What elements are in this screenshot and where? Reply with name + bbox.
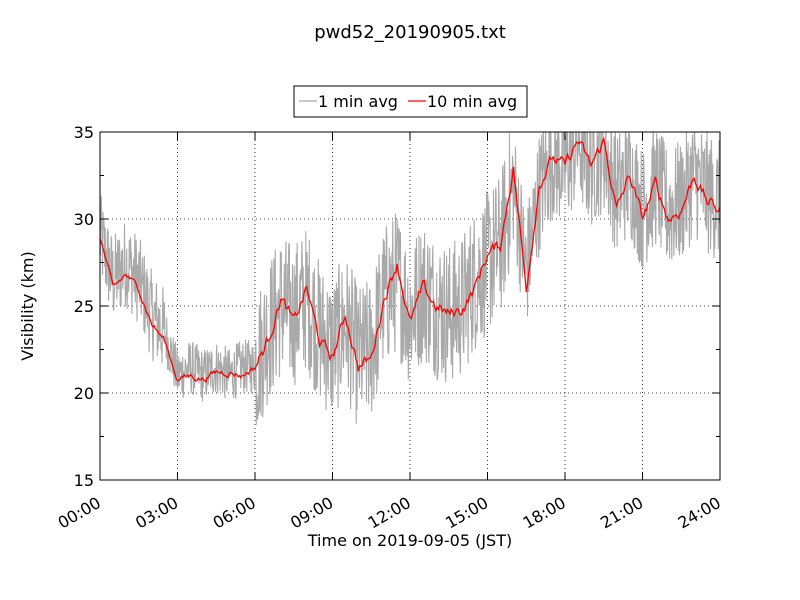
x-tick-label: 24:00 [675, 493, 724, 533]
y-tick-label: 30 [74, 210, 94, 229]
x-tick-label: 00:00 [55, 493, 104, 533]
x-tick-label: 21:00 [597, 493, 646, 533]
x-tick-label: 12:00 [365, 493, 414, 533]
x-axis-label: Time on 2019-09-05 (JST) [307, 531, 512, 550]
y-axis-label: Visibility (km) [18, 251, 37, 360]
x-tick-label: 18:00 [520, 493, 569, 533]
series-layer [100, 132, 720, 425]
series-line-1min-avg [100, 132, 720, 425]
x-tick-label: 15:00 [442, 493, 491, 533]
y-tick-label: 20 [74, 384, 94, 403]
y-tick-label: 25 [74, 297, 94, 316]
plot-frame [99, 131, 721, 481]
series-line-10min-avg [100, 136, 720, 384]
y-tick-label: 15 [74, 471, 94, 490]
legend-label-10min: 10 min avg [427, 92, 517, 111]
x-tick-label: 03:00 [132, 493, 181, 533]
x-tick-label: 09:00 [287, 493, 336, 533]
legend-label-1min: 1 min avg [318, 92, 398, 111]
y-tick-label: 35 [74, 123, 94, 142]
chart-title: pwd52_20190905.txt [314, 22, 506, 43]
x-tick-label: 06:00 [210, 493, 259, 533]
legend: 1 min avg 10 min avg [293, 85, 528, 118]
